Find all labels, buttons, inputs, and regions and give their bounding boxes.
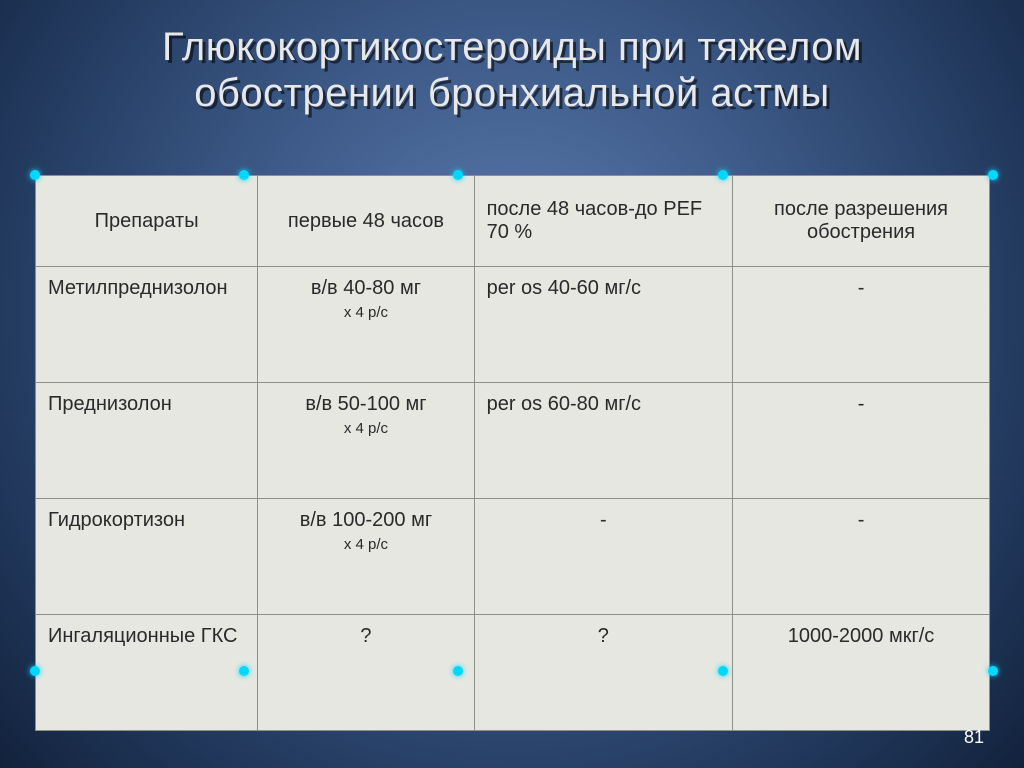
title-line-2: обострении бронхиальной астмы xyxy=(194,71,829,115)
cell-main: в/в 100-200 мг xyxy=(300,509,432,531)
corner-dot xyxy=(453,666,463,676)
table-container: Препараты первые 48 часов после 48 часов… xyxy=(35,175,990,670)
title-line-1: Глюкокортикостероиды при тяжелом xyxy=(162,25,862,69)
cell: Ингаляционные ГКС xyxy=(36,615,258,731)
col-header-0: Препараты xyxy=(36,176,258,267)
cell-sub: х 4 р/с xyxy=(270,536,461,553)
slide-title: Глюкокортикостероиды при тяжелом обостре… xyxy=(0,24,1024,116)
cell: per os 60-80 мг/с xyxy=(474,383,732,499)
corner-dot xyxy=(239,170,249,180)
corner-dot xyxy=(718,170,728,180)
cell: ? xyxy=(258,615,474,731)
cell: per os 40-60 мг/с xyxy=(474,267,732,383)
corner-dot xyxy=(453,170,463,180)
cell: - xyxy=(474,499,732,615)
corner-dot xyxy=(988,666,998,676)
drug-table: Препараты первые 48 часов после 48 часов… xyxy=(35,175,990,731)
cell-main: в/в 40-80 мг xyxy=(311,277,421,299)
table-row: Ингаляционные ГКС ? ? 1000-2000 мкг/с xyxy=(36,615,990,731)
cell: - xyxy=(733,383,990,499)
cell: Метилпреднизолон xyxy=(36,267,258,383)
cell-main: в/в 50-100 мг xyxy=(305,393,426,415)
col-header-2: после 48 часов-до PEF 70 % xyxy=(474,176,732,267)
cell: Гидрокортизон xyxy=(36,499,258,615)
cell: ? xyxy=(474,615,732,731)
slide-number: 81 xyxy=(964,727,984,748)
cell: в/в 100-200 мг х 4 р/с xyxy=(258,499,474,615)
cell: в/в 50-100 мг х 4 р/с xyxy=(258,383,474,499)
table-row: Метилпреднизолон в/в 40-80 мг х 4 р/с pe… xyxy=(36,267,990,383)
cell: в/в 40-80 мг х 4 р/с xyxy=(258,267,474,383)
corner-dot xyxy=(30,170,40,180)
corner-dot xyxy=(988,170,998,180)
cell-sub: х 4 р/с xyxy=(270,304,461,321)
cell-sub: х 4 р/с xyxy=(270,420,461,437)
slide: Глюкокортикостероиды при тяжелом обостре… xyxy=(0,0,1024,768)
col-header-3: после разрешения обострения xyxy=(733,176,990,267)
cell: - xyxy=(733,499,990,615)
table-row: Гидрокортизон в/в 100-200 мг х 4 р/с - - xyxy=(36,499,990,615)
table-row: Преднизолон в/в 50-100 мг х 4 р/с per os… xyxy=(36,383,990,499)
cell: - xyxy=(733,267,990,383)
table-header-row: Препараты первые 48 часов после 48 часов… xyxy=(36,176,990,267)
corner-dot xyxy=(718,666,728,676)
corner-dot xyxy=(239,666,249,676)
col-header-1: первые 48 часов xyxy=(258,176,474,267)
cell-main: ? xyxy=(360,625,371,647)
cell: 1000-2000 мкг/с xyxy=(733,615,990,731)
cell: Преднизолон xyxy=(36,383,258,499)
corner-dot xyxy=(30,666,40,676)
